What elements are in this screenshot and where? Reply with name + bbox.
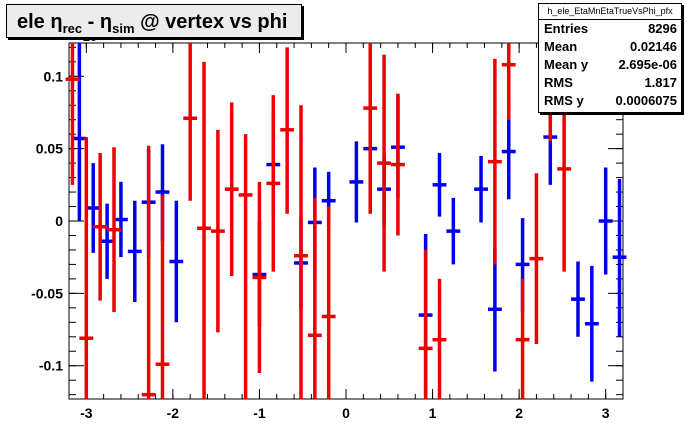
x-tick-label: 2 xyxy=(515,405,523,421)
red-profile-point xyxy=(307,197,322,399)
y-tick-label: 0 xyxy=(55,213,63,229)
blue-profile-point xyxy=(474,155,488,223)
x-tick-label: -3 xyxy=(80,405,93,421)
blue-profile-point xyxy=(446,197,461,265)
y-tick-label: 0.1 xyxy=(44,68,64,84)
red-profile-point xyxy=(377,54,392,272)
title-sub-rec: rec xyxy=(62,21,83,36)
data-markers xyxy=(65,43,627,399)
red-profile-point xyxy=(183,43,198,201)
red-profile-point xyxy=(197,61,211,399)
stats-row: Entries 8296 xyxy=(539,20,681,38)
x-tick-label: 1 xyxy=(429,405,437,421)
red-profile-point xyxy=(238,134,253,399)
stats-row: Mean 0.02146 xyxy=(539,38,681,56)
blue-profile-point xyxy=(571,261,585,337)
red-profile-point xyxy=(210,129,225,333)
stats-value: 1.817 xyxy=(644,75,677,90)
red-profile-point xyxy=(294,105,308,399)
y-tick-label: -0.05 xyxy=(31,285,63,301)
stats-label: RMS xyxy=(544,75,573,90)
title-prefix: ele η xyxy=(17,11,63,33)
blue-profile-point xyxy=(169,200,184,323)
red-profile-point xyxy=(93,152,108,301)
red-profile-point xyxy=(280,47,295,214)
blue-profile-point xyxy=(127,200,142,303)
stats-value: 8296 xyxy=(648,21,677,36)
stats-value: 0.02146 xyxy=(630,39,677,54)
blue-profile-point xyxy=(72,43,87,221)
stats-row: RMS y 0.0006075 xyxy=(539,92,681,110)
stats-label: Entries xyxy=(544,21,589,36)
title-mid: - η xyxy=(82,11,113,33)
stats-row: Mean y 2.695e-06 xyxy=(539,56,681,74)
blue-profile-point xyxy=(598,167,613,275)
red-profile-point xyxy=(391,93,405,236)
red-profile-point xyxy=(529,173,544,345)
red-profile-point xyxy=(266,95,281,272)
red-profile-point xyxy=(515,278,530,399)
stats-value: 2.695e-06 xyxy=(618,57,677,72)
x-tick-label: 0 xyxy=(342,405,350,421)
blue-profile-point xyxy=(487,247,502,372)
x-tick-label: -1 xyxy=(253,405,266,421)
red-profile-point xyxy=(65,43,80,185)
blue-profile-point xyxy=(100,203,115,279)
blue-profile-point xyxy=(86,163,101,253)
red-profile-point xyxy=(501,43,516,120)
red-profile-point xyxy=(79,137,94,399)
blue-profile-point xyxy=(584,265,599,382)
blue-profile-point xyxy=(349,141,364,223)
stats-rows: Entries 8296 Mean 0.02146 Mean y 2.695e-06 RMS… xyxy=(539,20,681,110)
title-suffix: @ vertex vs phi xyxy=(134,11,288,33)
stats-box: h_ele_EtaMnEtaTrueVsPhi_pfx Entries 8296 M… xyxy=(538,3,682,113)
blue-profile-point xyxy=(612,179,627,337)
y-tick-label: -0.1 xyxy=(39,358,63,374)
stats-value: 0.0006075 xyxy=(615,93,677,108)
red-profile-point xyxy=(107,147,121,313)
stats-label: Mean xyxy=(544,39,578,54)
stats-label: RMS y xyxy=(544,93,584,108)
red-profile-point xyxy=(141,145,156,399)
red-profile-point xyxy=(252,181,267,373)
blue-profile-point xyxy=(432,152,447,217)
red-profile-point xyxy=(487,58,502,265)
x-tick-label: 3 xyxy=(602,405,610,421)
red-profile-point xyxy=(155,194,170,399)
title-sub-sim: sim xyxy=(112,21,135,36)
stats-row: RMS 1.817 xyxy=(539,74,681,92)
red-profile-point xyxy=(321,206,336,399)
stats-histogram-name: h_ele_EtaMnEtaTrueVsPhi_pfx xyxy=(539,4,681,20)
red-profile-point xyxy=(224,102,239,276)
y-tick-label: 0.05 xyxy=(36,141,63,157)
x-tick-label: -2 xyxy=(167,405,180,421)
red-profile-point xyxy=(432,278,447,399)
blue-profile-point xyxy=(114,181,128,258)
chart-title: ele ηrec - ηsim @ vertex vs phi xyxy=(6,4,302,38)
stats-label: Mean y xyxy=(544,57,589,72)
red-profile-point xyxy=(418,249,433,399)
red-profile-point xyxy=(363,43,378,214)
